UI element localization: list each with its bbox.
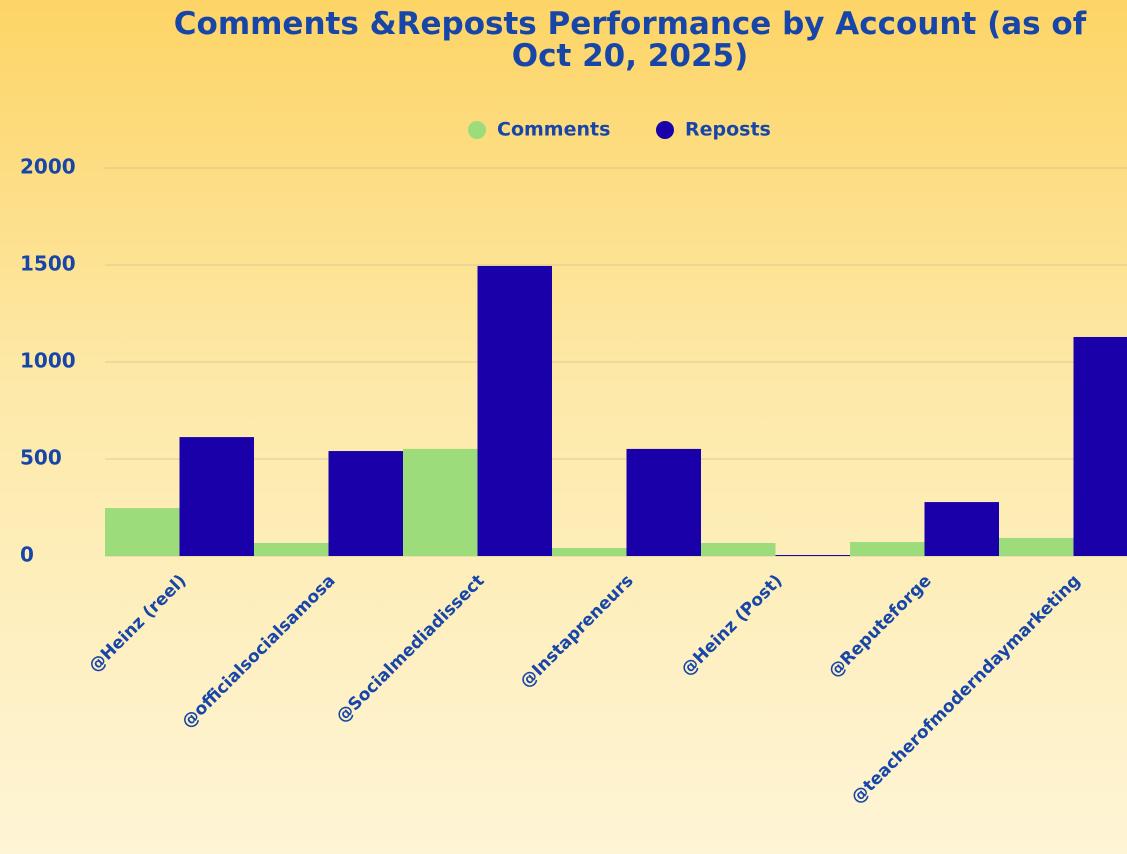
legend-label: Reposts [685,119,771,141]
bar [626,448,701,556]
legend-swatch [468,121,486,139]
x-tick-label: @Socialmediadissect [332,571,488,727]
bar [1073,336,1127,556]
legend-label: Comments [497,119,610,141]
y-tick-label: 2000 [20,155,76,179]
x-tick-label: @Heinz (Post) [677,571,786,680]
y-tick-label: 1500 [20,252,76,276]
x-tick-label: @officialsocialsamosa [178,571,340,733]
legend-swatch [656,121,674,139]
y-tick-label: 1000 [20,349,76,373]
bar [775,555,850,557]
bar [328,451,403,556]
bar [477,265,552,556]
bar [701,543,776,556]
x-tick-label: @Heinz (reel) [85,571,191,677]
x-tick-label: @Reputeforge [825,571,936,682]
bar [105,508,180,556]
bar [403,448,478,556]
y-tick-label: 0 [20,543,34,567]
bar [179,437,254,556]
bar [254,543,329,556]
bar [924,502,999,556]
y-tick-label: 500 [20,446,62,470]
chart-title: Comments &Reposts Performance by Account… [173,6,1087,74]
x-tick-label: @teacherofmoderndaymarketing [848,571,1085,808]
x-tick-label: @Instapreneurs [516,571,637,692]
bar [999,537,1074,556]
bar [850,542,925,556]
bar [552,548,627,556]
